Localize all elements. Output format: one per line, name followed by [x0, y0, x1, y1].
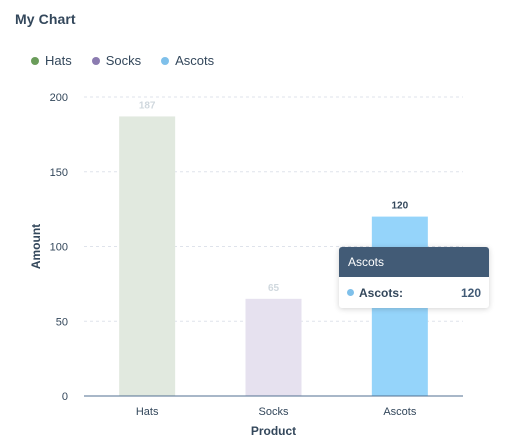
y-tick-label-150: 150	[50, 167, 68, 179]
y-axis-title: Amount	[29, 224, 43, 269]
x-tick-label-socks: Socks	[259, 406, 289, 418]
data-label-socks: 65	[268, 283, 280, 294]
y-tick-label-100: 100	[50, 242, 68, 254]
legend-dot-ascots	[161, 56, 170, 65]
legend-label-ascots: Ascots	[175, 53, 215, 68]
y-tick-label-50: 50	[56, 316, 68, 328]
y-tick-label-200: 200	[50, 92, 68, 104]
tooltip-label: Ascots:	[359, 285, 404, 300]
tooltip-series-dot	[347, 289, 354, 296]
chart-tooltip: Ascots Ascots: 120	[339, 247, 489, 308]
legend-label-hats: Hats	[45, 53, 72, 68]
legend-item-ascots[interactable]: Ascots	[161, 53, 214, 68]
x-tick-label-ascots: Ascots	[383, 406, 417, 418]
legend-item-socks[interactable]: Socks	[91, 53, 142, 68]
legend-item-hats[interactable]: Hats	[31, 53, 72, 68]
tooltip-row: Ascots: 120	[339, 277, 489, 308]
chart-legend: Hats Socks Ascots	[31, 53, 214, 68]
tooltip-title: Ascots	[339, 247, 489, 277]
chart-title: My Chart	[15, 11, 76, 27]
data-label-hats: 187	[139, 100, 156, 111]
y-tick-label-0: 0	[62, 391, 68, 403]
legend-dot-hats	[31, 56, 39, 65]
tooltip-value: 120	[460, 285, 481, 300]
legend-label-socks: Socks	[105, 53, 142, 68]
legend-dot-socks	[91, 56, 100, 65]
x-tick-label-hats: Hats	[136, 406, 159, 418]
x-axis-title: Product	[251, 424, 296, 438]
data-label-ascots: 120	[391, 201, 408, 212]
bar-socks	[245, 298, 302, 396]
bar-hats	[119, 116, 176, 396]
